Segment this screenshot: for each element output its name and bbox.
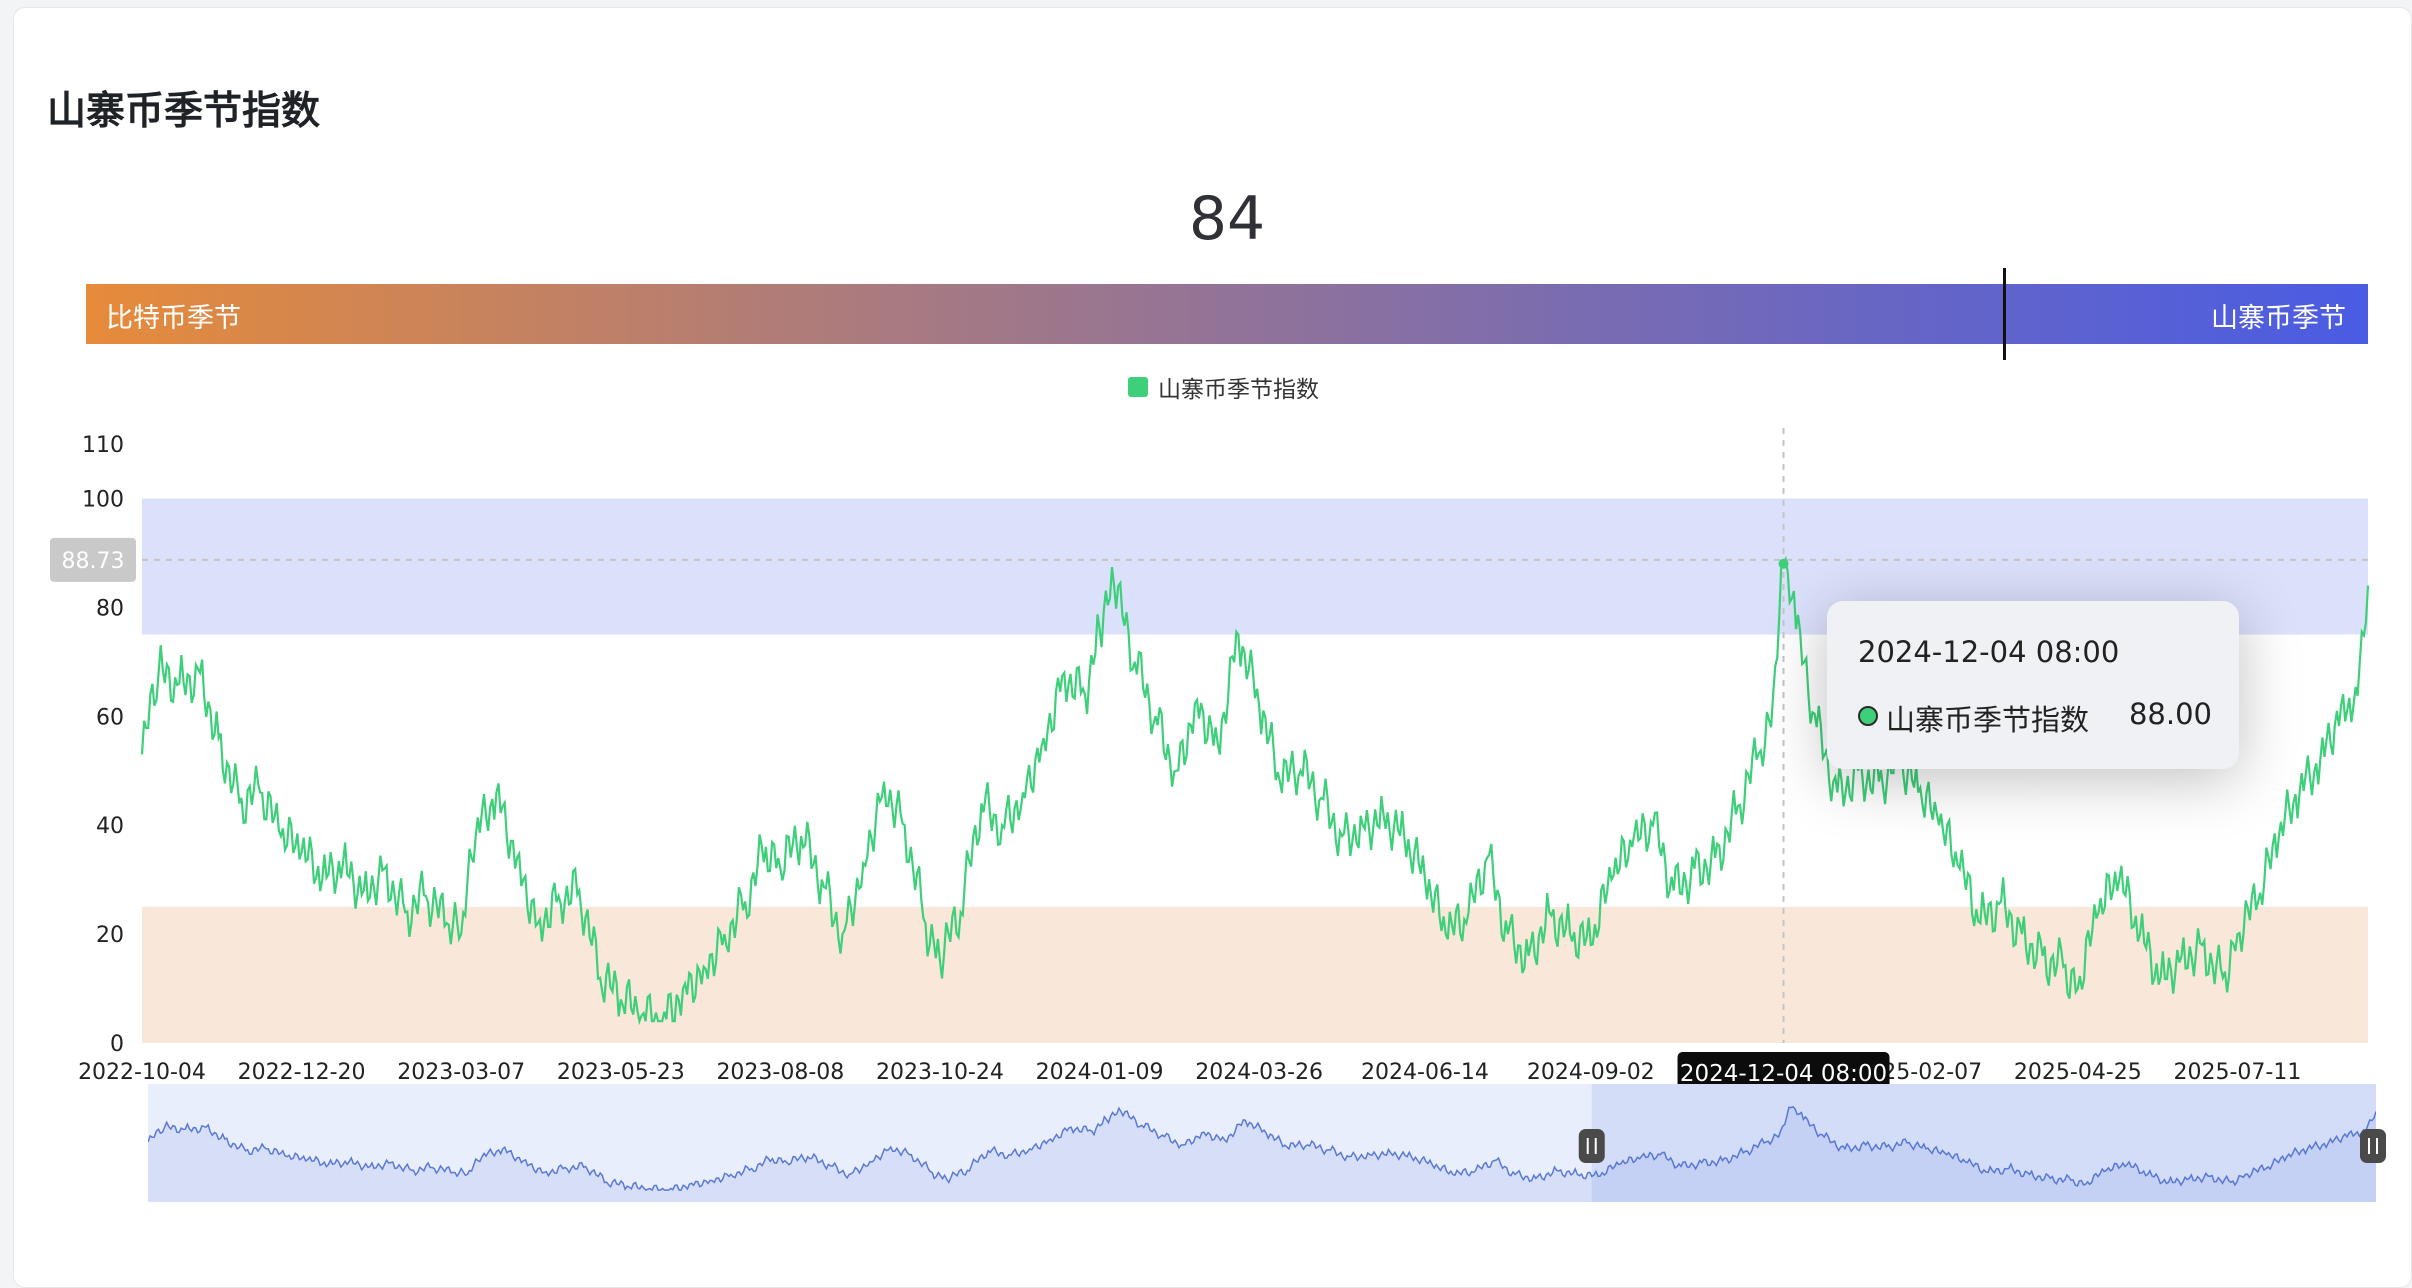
season-gauge-bar <box>86 284 2368 344</box>
slider-handle-left[interactable] <box>1578 1129 1605 1163</box>
gauge-left-label: 比特币季节 <box>106 303 241 334</box>
page-title: 山寨币季节指数 <box>47 89 321 134</box>
y-tick-label: 20 <box>96 923 124 948</box>
y-tick-label: 60 <box>96 705 124 730</box>
gauge-current-value: 84 <box>1188 184 1266 254</box>
series-line-altseason-index <box>140 555 2370 1026</box>
slider-line <box>148 1105 2376 1192</box>
axis-pointer-y-text: 88.73 <box>62 549 125 574</box>
slider-handle-right[interactable] <box>2360 1129 2386 1163</box>
bitcoin-season-zone-band <box>142 906 2368 1043</box>
x-tick-label: 2023-10-24 <box>876 1060 1004 1085</box>
gauge-right-label: 山寨币季节 <box>2211 303 2346 334</box>
legend-swatch <box>1128 377 1148 397</box>
y-tick-label: 0 <box>110 1032 124 1057</box>
y-tick-label: 110 <box>82 433 124 458</box>
x-tick-label: 2023-05-23 <box>557 1060 685 1085</box>
slider-area <box>148 1106 2376 1202</box>
chart-legend[interactable]: 山寨币季节指数 <box>1128 372 1319 403</box>
chart-tooltip: 2024-12-04 08:00 山寨币季节指数 88.00 <box>1827 601 2239 769</box>
x-tick-label: 2022-10-04 <box>78 1060 206 1085</box>
axis-pointer-y-label: 88.73 <box>50 537 136 582</box>
legend-label: 山寨币季节指数 <box>1158 377 1319 403</box>
gauge-marker <box>2003 268 2006 360</box>
x-tick-label: 2025-07-11 <box>2173 1060 2301 1085</box>
x-tick-label: 2025-04-25 <box>2014 1060 2142 1085</box>
y-tick-label: 80 <box>96 596 124 621</box>
axis-pointer-x-text: 2024-12-04 08:00 <box>1680 1061 1887 1087</box>
datazoom-slider[interactable] <box>148 1084 2386 1202</box>
hover-point <box>1778 558 1789 569</box>
tooltip-series-name: 山寨币季节指数 <box>1886 703 2090 737</box>
axis-pointer-x-label: 2024-12-04 08:00 <box>1677 1052 1890 1094</box>
tooltip-series-dot <box>1858 706 1878 726</box>
tooltip-date: 2024-12-04 08:00 <box>1858 635 2120 669</box>
tooltip-value: 88.00 <box>2128 697 2212 731</box>
slider-handle-grip[interactable] <box>1578 1129 1605 1163</box>
x-tick-label: 2024-03-26 <box>1195 1060 1323 1085</box>
slider-selected-window[interactable] <box>1591 1084 2376 1202</box>
x-tick-label: 2022-12-20 <box>238 1060 366 1085</box>
y-tick-label: 100 <box>82 487 124 512</box>
x-tick-label: 2024-01-09 <box>1036 1060 1164 1085</box>
y-tick-label: 40 <box>96 814 124 839</box>
x-tick-label: 2024-06-14 <box>1361 1060 1489 1085</box>
slider-handle-grip[interactable] <box>2360 1129 2386 1163</box>
x-tick-label: 2024-09-02 <box>1527 1060 1655 1085</box>
x-tick-label: 2023-03-07 <box>397 1060 525 1085</box>
x-tick-label: 2023-08-08 <box>716 1060 844 1085</box>
